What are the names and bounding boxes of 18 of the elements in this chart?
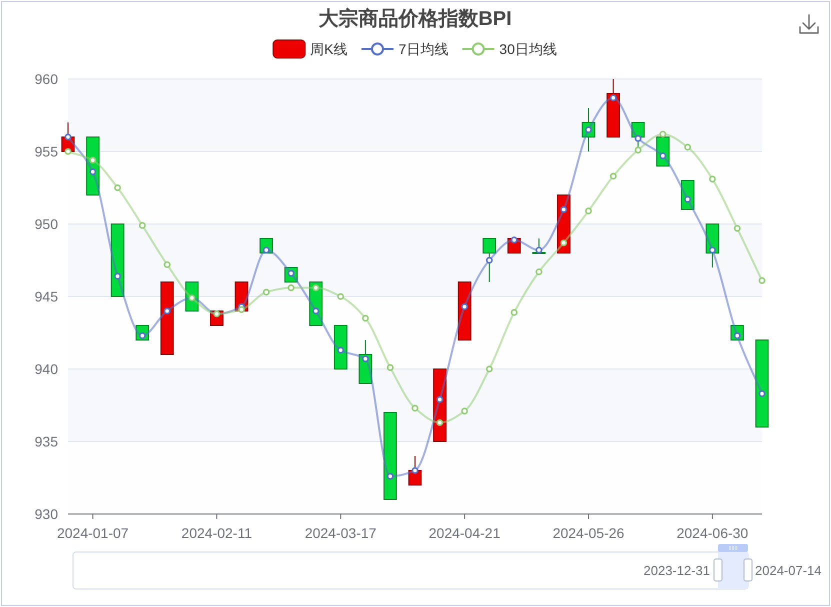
y-tick-label: 960	[34, 71, 58, 87]
y-tick-label: 950	[34, 216, 58, 232]
legend-label: 30日均线	[499, 41, 557, 57]
y-tick-label: 940	[34, 361, 58, 377]
x-tick-label: 2024-06-30	[676, 525, 748, 541]
y-tick-label: 955	[34, 144, 58, 160]
x-tick-label: 2024-03-17	[304, 525, 377, 541]
x-tick-label: 2024-01-07	[56, 525, 129, 541]
chart-title: 大宗商品价格指数BPI	[318, 7, 512, 30]
x-tick-label: 2024-05-26	[552, 525, 625, 541]
y-tick-label: 930	[34, 506, 58, 522]
y-tick-label: 935	[34, 434, 58, 450]
x-tick-label: 2024-04-21	[428, 525, 501, 541]
x-tick-label: 2024-02-11	[181, 525, 252, 541]
legend-label: 周K线	[310, 41, 348, 57]
datazoom-slider: 2023-12-31 2024-07-14	[72, 544, 822, 590]
legend-label: 7日均线	[398, 41, 448, 57]
y-tick-label: 945	[34, 288, 58, 304]
